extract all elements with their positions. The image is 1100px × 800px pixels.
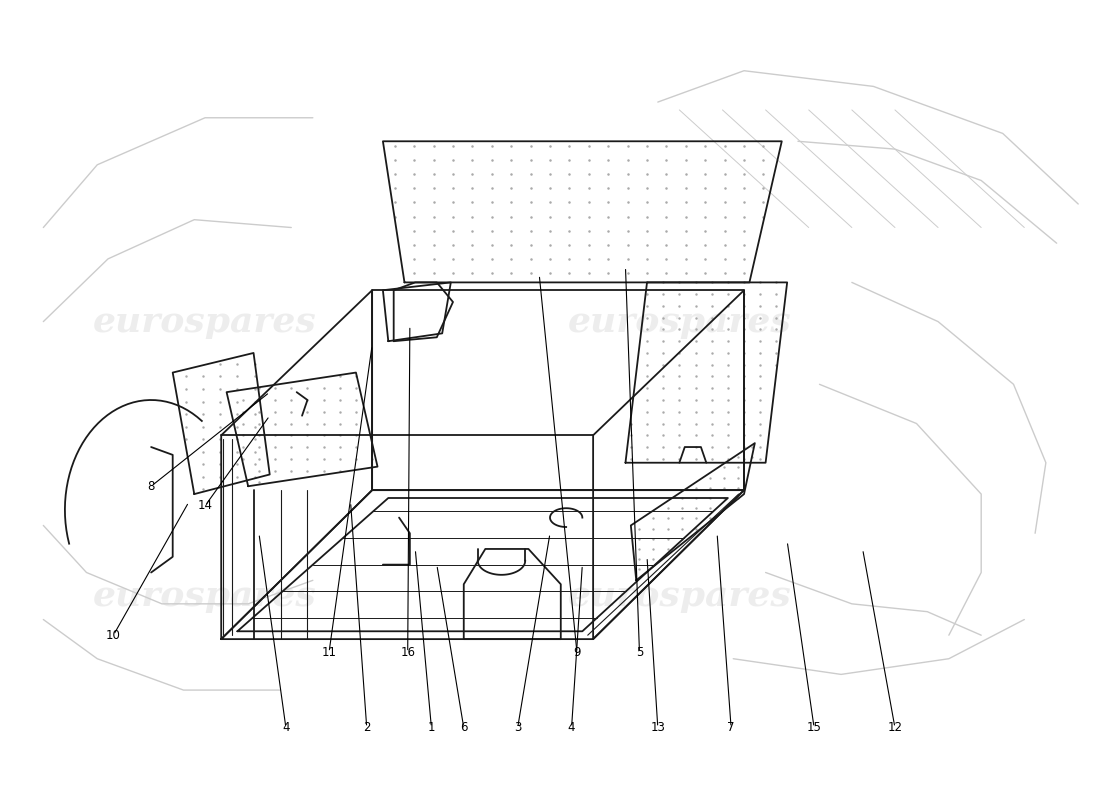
Text: 4: 4	[568, 722, 575, 734]
Text: eurospares: eurospares	[94, 305, 317, 338]
Text: 16: 16	[400, 646, 415, 659]
Text: 9: 9	[573, 646, 581, 659]
Text: 11: 11	[321, 646, 337, 659]
Text: 5: 5	[636, 646, 644, 659]
Text: 4: 4	[282, 722, 289, 734]
Text: 6: 6	[460, 722, 467, 734]
Text: 1: 1	[428, 722, 436, 734]
Text: 14: 14	[198, 499, 212, 512]
Text: 8: 8	[147, 480, 155, 493]
Text: 2: 2	[363, 722, 371, 734]
Text: eurospares: eurospares	[94, 579, 317, 613]
Text: 13: 13	[650, 722, 666, 734]
Text: 12: 12	[888, 722, 902, 734]
Text: eurospares: eurospares	[568, 305, 791, 338]
Text: 15: 15	[806, 722, 822, 734]
Text: 7: 7	[727, 722, 735, 734]
Text: eurospares: eurospares	[568, 579, 791, 613]
Text: 3: 3	[514, 722, 521, 734]
Text: 10: 10	[106, 629, 121, 642]
